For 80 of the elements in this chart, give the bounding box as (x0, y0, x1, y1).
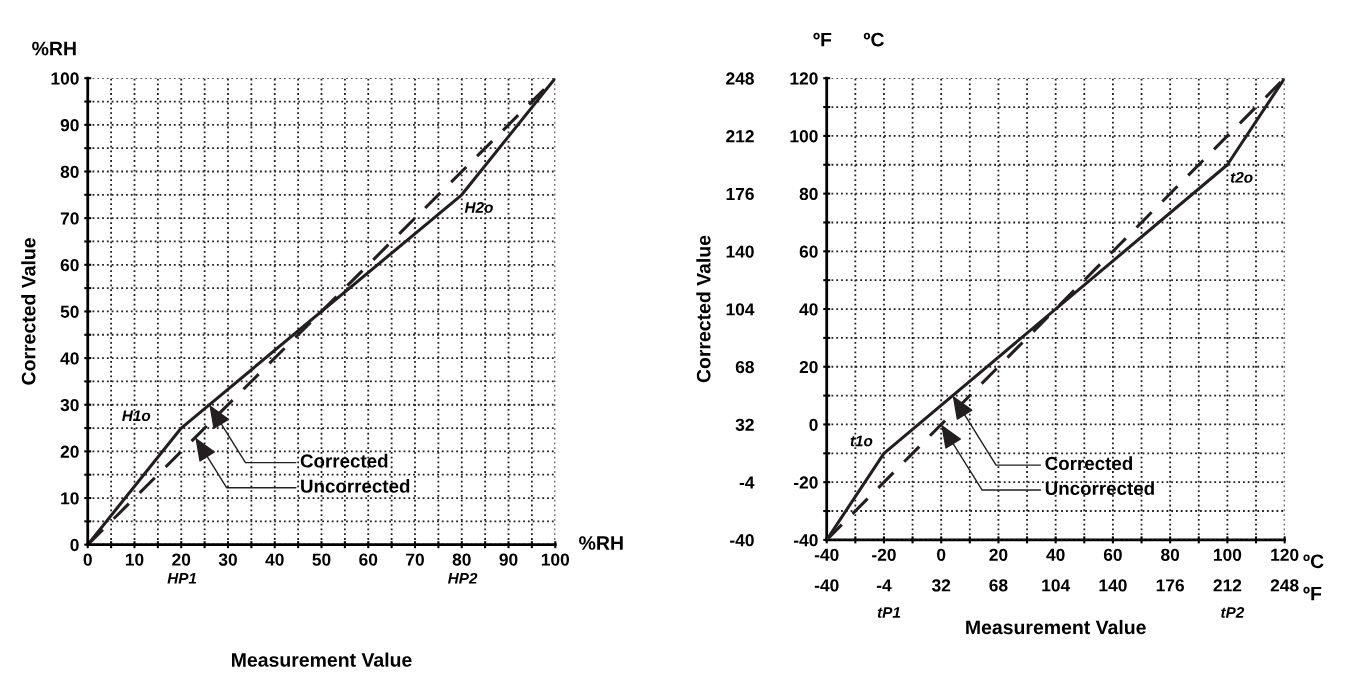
annotation: Corrected (1045, 456, 1133, 471)
y-tick-label: 32 (735, 418, 754, 431)
text: ºC (1303, 554, 1324, 569)
x-tick-label: 30 (218, 553, 237, 566)
text: HP2 (448, 572, 478, 584)
x-tick-label: -20 (872, 548, 896, 561)
x2-tick-label: 140 (1099, 579, 1127, 592)
x-tick-label: 40 (265, 553, 284, 566)
text: %RH (579, 536, 623, 550)
y-tick-label: -40 (730, 534, 754, 547)
y2-tick-label: 60 (799, 245, 818, 258)
y-tick-label: 90 (60, 119, 79, 132)
y2-tick-label: 40 (799, 303, 818, 316)
y-axis-title: Corrected Value (21, 238, 36, 385)
y-tick-label: 176 (726, 187, 754, 201)
y-tick-label: 212 (726, 130, 754, 143)
y-tick-label: 100 (51, 72, 79, 85)
x2-tick-label: 212 (1213, 579, 1242, 592)
x2-tick-label: 176 (1156, 579, 1185, 592)
annotation: H1o (122, 410, 151, 422)
y-tick-label: 140 (726, 245, 754, 258)
y2-tick-label: -20 (793, 476, 818, 489)
text: ºF (1303, 586, 1322, 601)
y2-tick-label: 100 (790, 130, 818, 143)
text: tP2 (1221, 607, 1245, 618)
x2-tick-label: 32 (931, 579, 951, 592)
text: %RH (32, 41, 76, 56)
y-tick-label: 80 (60, 165, 79, 178)
text: HP1 (167, 573, 197, 584)
annotation: Uncorrected (1045, 481, 1154, 496)
annotation: Uncorrected (301, 479, 410, 493)
y2-tick-label: 80 (799, 187, 818, 201)
y-tick-label: 30 (60, 398, 79, 412)
x-tick-label: 90 (499, 553, 518, 566)
x-tick-label: 100 (541, 553, 570, 566)
x-tick-label: -40 (814, 548, 839, 561)
x-tick-label: 50 (312, 553, 331, 566)
y2-tick-label: 20 (799, 360, 818, 374)
text: ºF (813, 32, 832, 47)
x-tick-label: 10 (125, 553, 144, 566)
x-tick-label: 80 (1161, 548, 1180, 561)
x-axis-title: Measurement Value (966, 619, 1146, 635)
x-tick-label: 60 (359, 553, 378, 566)
x2-tick-label: -4 (876, 579, 892, 592)
y-tick-label: 70 (60, 212, 79, 225)
y-axis-title: Corrected Value (696, 235, 711, 383)
x-tick-label: 20 (989, 548, 1008, 561)
y-tick-label: 10 (61, 492, 79, 505)
y2-tick-label: 0 (809, 418, 818, 431)
x-tick-label: 0 (937, 548, 946, 561)
y-tick-label: 68 (735, 360, 754, 374)
y-tick-label: 40 (60, 352, 79, 365)
y2-tick-label: 120 (790, 72, 818, 85)
x-axis-title: Measurement Value (232, 652, 412, 667)
x-tick-label: 120 (1271, 548, 1299, 561)
y-tick-label: 248 (726, 72, 754, 85)
x2-tick-label: 104 (1042, 579, 1071, 592)
x2-tick-label: 68 (989, 579, 1008, 592)
text: ºC (863, 32, 884, 47)
x2-tick-label: -40 (814, 579, 839, 592)
x-tick-label: 80 (452, 553, 471, 566)
x-tick-label: 60 (1103, 548, 1122, 561)
y-tick-label: -4 (739, 476, 755, 489)
y-tick-label: 20 (60, 445, 79, 458)
x-tick-label: 70 (406, 553, 424, 566)
y2-tick-label: -40 (793, 534, 818, 547)
text: tP1 (877, 607, 901, 618)
x-tick-label: 0 (83, 553, 92, 566)
y-tick-label: 60 (60, 258, 79, 272)
y-tick-label: 104 (726, 303, 755, 316)
annotation: H2o (464, 202, 493, 213)
y-tick-label: 0 (70, 538, 79, 552)
annotation: t2o (1230, 171, 1253, 183)
y-tick-label: 50 (60, 305, 79, 318)
x-tick-label: 40 (1046, 548, 1065, 561)
x-tick-label: 100 (1214, 548, 1242, 561)
x2-tick-label: 248 (1270, 579, 1299, 592)
annotation: t1o (850, 435, 873, 447)
annotation: Corrected (300, 453, 388, 468)
x-tick-label: 20 (172, 553, 191, 566)
